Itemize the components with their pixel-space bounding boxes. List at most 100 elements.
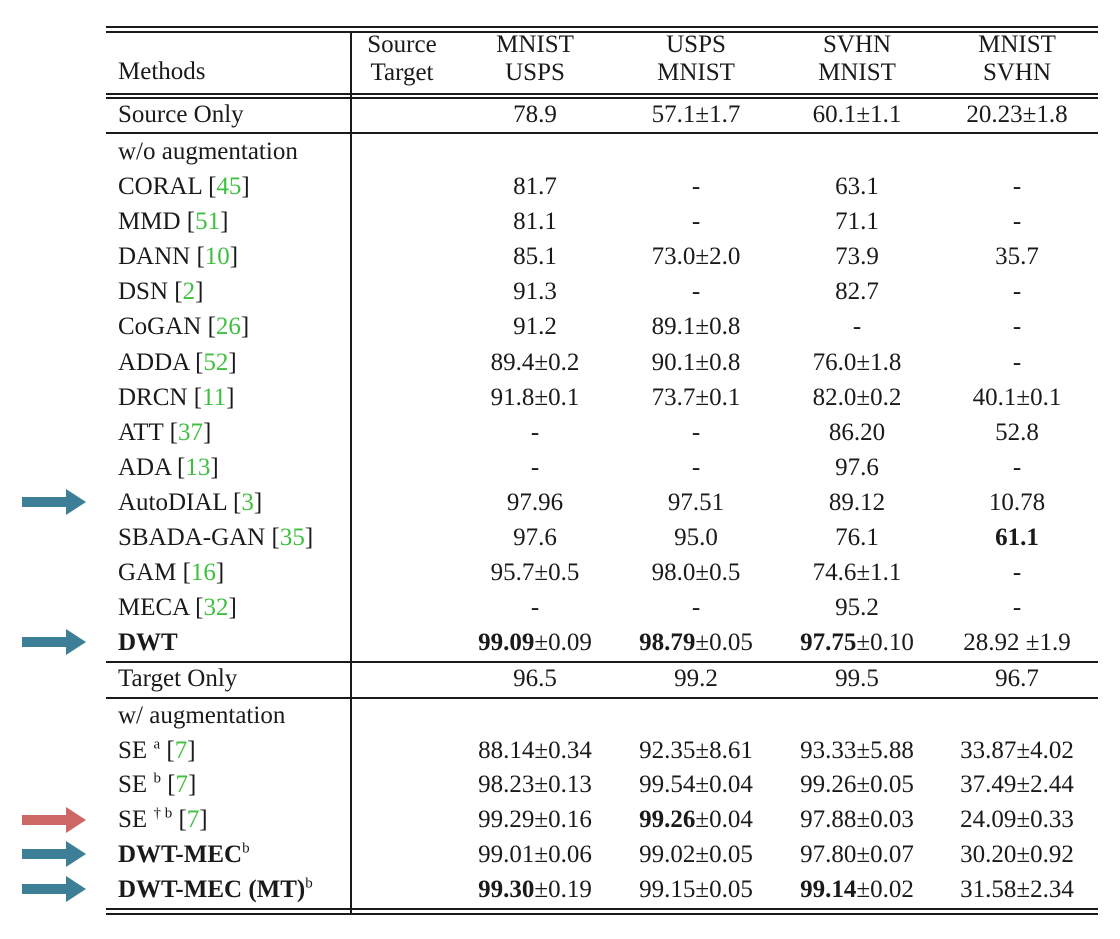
method-name: SBADA-GAN — [118, 524, 266, 551]
cell-value: - — [1012, 278, 1022, 305]
method-name: ADA — [118, 454, 171, 481]
method-name: SE — [118, 806, 148, 833]
citation-link[interactable]: 51 — [195, 208, 221, 235]
method-name-cell: ADDA [52] — [118, 349, 237, 376]
cell-value: 81.7 — [513, 173, 557, 200]
table-cell: 99.15±0.05 — [639, 876, 753, 903]
citation-link[interactable]: 45 — [216, 173, 242, 200]
table-cell: 90.1±0.8 — [616, 346, 776, 380]
cell-value: - — [1012, 594, 1022, 621]
cell-value: - — [691, 208, 701, 235]
method-name: SE — [118, 737, 148, 764]
header-source-label: Source — [367, 31, 437, 58]
citation-link[interactable]: 3 — [241, 489, 254, 516]
citation-link[interactable]: 37 — [177, 419, 203, 446]
best-value: 99.14 — [800, 876, 857, 903]
table-cell: - — [616, 591, 776, 625]
citation-link[interactable]: 26 — [215, 313, 241, 340]
table-cell: 60.1±1.1 — [812, 101, 902, 128]
table-cell: 31.58±2.34 — [960, 876, 1074, 903]
std-value: ±0.02 — [856, 876, 914, 903]
method-name: DANN — [118, 243, 191, 270]
header-col-source: MNIST — [978, 31, 1056, 58]
citation-link[interactable]: 10 — [204, 243, 230, 270]
cell-value: - — [691, 173, 701, 200]
method-name-cell: AutoDIAL [3] — [118, 489, 263, 516]
method-name-cell: CORAL [45] — [118, 173, 250, 200]
citation-link[interactable]: 7 — [186, 806, 200, 833]
cell-value: 91.3 — [513, 278, 557, 305]
header-col-2: USPS MNIST — [616, 31, 776, 87]
citation-link[interactable]: 7 — [175, 771, 189, 798]
table-cell: 20.23±1.8 — [966, 101, 1068, 128]
table-cell: - — [616, 205, 776, 239]
table-cell: - — [777, 310, 937, 344]
row-dwt-mec-mt-name: DWT-MEC (MT)b — [118, 873, 313, 907]
cell-value: 86.20 — [828, 419, 886, 446]
table-cell: 24.09±0.33 — [960, 806, 1074, 833]
table-cell: 97.6 — [777, 451, 937, 485]
best-value: 97.75 — [800, 629, 857, 656]
rule-before-target-only — [106, 661, 1098, 663]
cell-value: 95.2 — [835, 594, 879, 621]
method-name: DWT — [118, 629, 178, 656]
row-se-dagger-b-name: SE † b [7] — [118, 805, 208, 833]
section-wo-augmentation: w/o augmentation — [118, 138, 298, 165]
citation-link[interactable]: 35 — [279, 524, 305, 551]
table-cell: 89.4±0.2 — [455, 346, 615, 380]
citation-link[interactable]: 32 — [203, 594, 229, 621]
cell-value: 95.7±0.5 — [490, 559, 580, 586]
best-value: 99.26 — [639, 806, 696, 833]
table-cell: 99.2 — [674, 665, 718, 692]
table-cell: - — [455, 416, 615, 450]
table-cell: - — [937, 591, 1097, 625]
arrow-right-icon — [22, 807, 86, 833]
cell-value: 76.1 — [835, 524, 879, 551]
table-cell: - — [937, 205, 1097, 239]
superscript: b — [242, 840, 250, 857]
table-cell: 91.8±0.1 — [455, 381, 615, 415]
table-cell: 61.1 — [937, 521, 1097, 555]
cell-value: 76.0±1.8 — [812, 349, 902, 376]
table-cell: 73.9 — [777, 240, 937, 274]
table-cell: 95.7±0.5 — [455, 556, 615, 590]
table-cell: - — [937, 275, 1097, 309]
cell-value: 97.6 — [835, 454, 879, 481]
header-col-target: SVHN — [982, 59, 1052, 86]
table-cell: - — [937, 170, 1097, 204]
method-name: MECA — [118, 594, 189, 621]
citation-link[interactable]: 2 — [182, 278, 196, 305]
table-cell: 98.79±0.05 — [616, 626, 776, 660]
table-cell: 96.5 — [513, 665, 557, 692]
cell-value: 73.9 — [835, 243, 879, 270]
table-cell: 73.7±0.1 — [616, 381, 776, 415]
table-cell: 33.87±4.02 — [960, 737, 1074, 764]
citation-link[interactable]: 16 — [190, 559, 216, 586]
table-cell: 82.0±0.2 — [777, 381, 937, 415]
table-cell: 28.92 ±1.9 — [963, 629, 1071, 656]
table-cell: 97.51 — [616, 486, 776, 520]
header-source-target: Source Target — [356, 31, 448, 87]
cell-value: 73.7±0.1 — [651, 384, 741, 411]
citation-link[interactable]: 11 — [202, 384, 227, 411]
table-cell: 99.26±0.04 — [616, 803, 776, 837]
cell-value: 95.0 — [674, 524, 718, 551]
citation-link[interactable]: 13 — [185, 454, 211, 481]
cell-value: - — [691, 594, 701, 621]
method-name-cell: MECA [32] — [118, 594, 237, 621]
table-cell: - — [616, 170, 776, 204]
table-cell: 99.09±0.09 — [455, 626, 615, 660]
top-rule-inner — [106, 31, 1098, 33]
cell-value: - — [1012, 349, 1022, 376]
cell-value: - — [852, 313, 862, 340]
header-rule — [106, 93, 1098, 95]
table-cell: 76.0±1.8 — [777, 346, 937, 380]
table-cell: 98.23±0.13 — [478, 771, 592, 798]
table-cell: 99.5 — [835, 665, 879, 692]
method-name: CORAL — [118, 173, 202, 200]
citation-link[interactable]: 7 — [174, 737, 188, 764]
table-cell: - — [616, 275, 776, 309]
cell-value: - — [1012, 313, 1022, 340]
table-cell: 99.02±0.05 — [639, 841, 753, 868]
citation-link[interactable]: 52 — [203, 349, 229, 376]
